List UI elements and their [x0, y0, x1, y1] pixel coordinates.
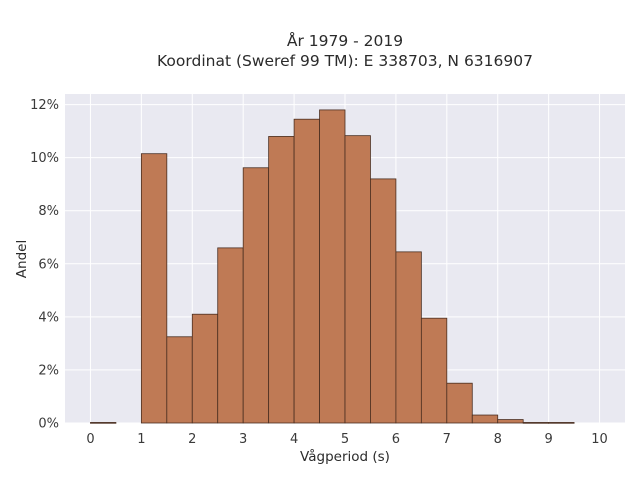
histogram-bar — [471, 414, 499, 424]
x-tick-label: 2 — [188, 432, 196, 447]
histogram-bar — [293, 118, 320, 424]
histogram-bar — [370, 178, 397, 424]
x-tick-label: 8 — [494, 432, 502, 447]
histogram-bar — [395, 251, 422, 424]
x-axis-title: Vågperiod (s) — [300, 448, 390, 465]
histogram-bar — [420, 317, 448, 424]
histogram-bar — [548, 422, 575, 424]
histogram-bar — [319, 109, 346, 424]
x-tick-label: 5 — [341, 432, 349, 447]
y-tick-label: 0% — [38, 417, 59, 432]
x-tick-label: 6 — [392, 432, 400, 447]
x-tick-label: 9 — [544, 432, 552, 447]
y-tick-label: 12% — [30, 98, 59, 113]
histogram-bar — [140, 153, 168, 424]
histogram-bar — [166, 336, 193, 424]
histogram-bar — [268, 136, 295, 424]
histogram-bar — [497, 419, 524, 424]
x-tick-label: 1 — [137, 432, 145, 447]
y-tick-label: 2% — [38, 363, 59, 378]
histogram-bar — [191, 313, 219, 424]
histogram-bar — [446, 382, 473, 424]
histogram-bars — [90, 109, 575, 424]
x-tick-label: 7 — [443, 432, 451, 447]
x-tick-label: 0 — [86, 432, 94, 447]
histogram-bar — [344, 135, 371, 424]
chart-title: År 1979 - 2019 — [287, 31, 403, 50]
histogram-bar — [522, 422, 550, 424]
x-tick-label: 3 — [239, 432, 247, 447]
histogram-bar — [242, 167, 270, 424]
chart-subtitle: Koordinat (Sweref 99 TM): E 338703, N 63… — [157, 52, 533, 70]
histogram-bar — [90, 422, 117, 424]
x-tick-label: 10 — [591, 432, 608, 447]
y-axis-title: Andel — [14, 240, 30, 278]
y-tick-label: 10% — [30, 151, 59, 166]
y-tick-label: 6% — [38, 257, 59, 272]
histogram-bar — [217, 247, 244, 424]
y-tick-label: 4% — [38, 310, 59, 325]
y-tick-label: 8% — [38, 204, 59, 219]
axis-ticks: 0 1 2 3 4 5 6 7 8 9 10 0% 2% 4% 6% 8% 10% 12% — [30, 98, 608, 447]
x-tick-label: 4 — [290, 432, 298, 447]
